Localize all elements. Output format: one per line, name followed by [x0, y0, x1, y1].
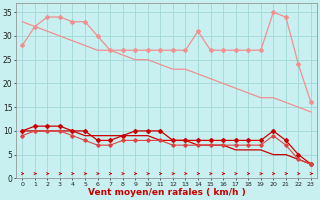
- X-axis label: Vent moyen/en rafales ( km/h ): Vent moyen/en rafales ( km/h ): [88, 188, 245, 197]
